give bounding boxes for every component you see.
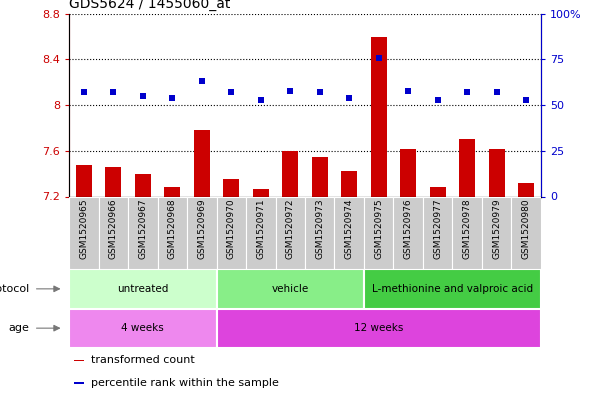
Point [285, 87, 295, 94]
FancyBboxPatch shape [511, 196, 541, 269]
Text: GSM1520971: GSM1520971 [256, 199, 265, 259]
Bar [74, 360, 84, 361]
FancyBboxPatch shape [128, 196, 157, 269]
Bar [364, 269, 541, 309]
Point [521, 97, 531, 103]
Bar [371, 37, 387, 197]
Point [403, 87, 413, 94]
Point [374, 55, 383, 61]
Bar [400, 149, 416, 196]
Text: percentile rank within the sample: percentile rank within the sample [91, 378, 279, 388]
Bar [341, 171, 358, 196]
Bar [518, 183, 534, 196]
FancyBboxPatch shape [275, 196, 305, 269]
Bar [69, 269, 216, 309]
Text: 12 weeks: 12 weeks [354, 323, 403, 333]
FancyBboxPatch shape [364, 196, 394, 269]
Bar [76, 165, 92, 196]
Bar [252, 189, 269, 196]
Point [79, 89, 89, 95]
Text: GSM1520972: GSM1520972 [285, 199, 294, 259]
FancyBboxPatch shape [305, 196, 335, 269]
Point [344, 95, 354, 101]
Text: GSM1520973: GSM1520973 [316, 199, 325, 259]
Point [433, 97, 442, 103]
FancyBboxPatch shape [394, 196, 423, 269]
Bar [282, 151, 298, 196]
Bar [105, 167, 121, 196]
Bar [164, 187, 180, 196]
Point [256, 97, 266, 103]
Text: transformed count: transformed count [91, 355, 195, 365]
Text: GSM1520980: GSM1520980 [522, 199, 531, 259]
Bar [74, 382, 84, 384]
FancyBboxPatch shape [216, 196, 246, 269]
Point [315, 89, 325, 95]
Text: GSM1520978: GSM1520978 [463, 199, 472, 259]
FancyBboxPatch shape [157, 196, 187, 269]
Point [462, 89, 472, 95]
Text: age: age [8, 323, 29, 333]
Bar [135, 174, 151, 196]
Bar [312, 156, 328, 196]
Bar [459, 140, 475, 196]
FancyBboxPatch shape [246, 196, 275, 269]
Point [109, 89, 118, 95]
Text: protocol: protocol [0, 284, 29, 294]
Text: GSM1520966: GSM1520966 [109, 199, 118, 259]
Bar [430, 187, 446, 196]
Text: 4 weeks: 4 weeks [121, 323, 164, 333]
FancyBboxPatch shape [99, 196, 128, 269]
Bar [223, 179, 239, 196]
FancyBboxPatch shape [423, 196, 453, 269]
Text: GSM1520979: GSM1520979 [492, 199, 501, 259]
Bar [216, 309, 541, 348]
FancyBboxPatch shape [453, 196, 482, 269]
Text: GSM1520977: GSM1520977 [433, 199, 442, 259]
FancyBboxPatch shape [69, 196, 99, 269]
Point [197, 78, 207, 84]
Bar [194, 130, 210, 196]
Text: L-methionine and valproic acid: L-methionine and valproic acid [372, 284, 533, 294]
Bar [489, 149, 505, 196]
Text: GSM1520969: GSM1520969 [197, 199, 206, 259]
FancyBboxPatch shape [187, 196, 216, 269]
Text: GSM1520970: GSM1520970 [227, 199, 236, 259]
Text: GSM1520968: GSM1520968 [168, 199, 177, 259]
Text: GSM1520975: GSM1520975 [374, 199, 383, 259]
Text: GSM1520967: GSM1520967 [138, 199, 147, 259]
Text: untreated: untreated [117, 284, 168, 294]
Text: GSM1520976: GSM1520976 [404, 199, 413, 259]
Point [138, 93, 148, 99]
Text: vehicle: vehicle [272, 284, 309, 294]
Point [492, 89, 501, 95]
FancyBboxPatch shape [482, 196, 511, 269]
FancyBboxPatch shape [335, 196, 364, 269]
Text: GDS5624 / 1455060_at: GDS5624 / 1455060_at [69, 0, 231, 11]
Text: GSM1520965: GSM1520965 [79, 199, 88, 259]
Point [227, 89, 236, 95]
Point [168, 95, 177, 101]
Bar [216, 269, 364, 309]
Text: GSM1520974: GSM1520974 [345, 199, 354, 259]
Bar [69, 309, 216, 348]
